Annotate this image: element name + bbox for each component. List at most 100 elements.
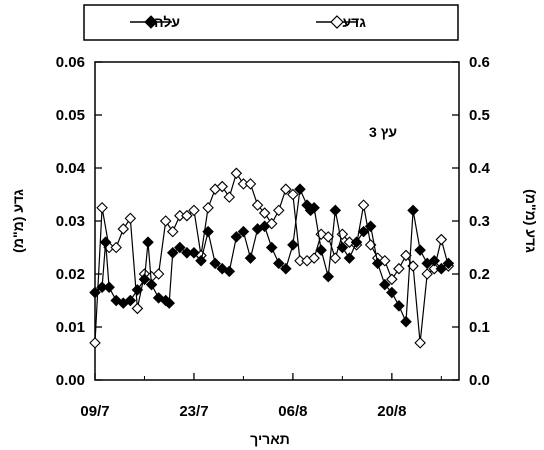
y-axis-right-title: גדע (מ"מ) — [523, 189, 539, 253]
series-1-point — [379, 278, 391, 291]
legend-entry-series-2: גדע — [316, 14, 366, 30]
series-1-point — [336, 241, 349, 254]
series-2-point — [244, 178, 257, 190]
x-tick-label: 06/8 — [278, 403, 307, 420]
series-2-point — [400, 249, 412, 262]
y-right-tick-label: 0.1 — [469, 319, 490, 336]
series-2-point — [96, 201, 108, 214]
y-left-tick-label: 0.06 — [56, 54, 85, 71]
series-1-point — [428, 254, 441, 267]
series-2-point — [421, 268, 433, 280]
x-tick-label: 20/8 — [377, 403, 406, 420]
series-1-point — [442, 257, 455, 270]
series-2-point — [166, 225, 179, 238]
series-1-point — [435, 262, 448, 275]
series-2-point — [117, 223, 130, 235]
series-1-point — [265, 241, 278, 254]
series-1-point — [287, 239, 299, 251]
legend-label-series-2: גדע — [342, 14, 366, 30]
series-1-point — [174, 241, 186, 254]
legend: עלה גדע — [83, 4, 459, 41]
series-1-point — [223, 265, 236, 278]
x-tick-label: 09/7 — [80, 403, 109, 420]
series-2-point — [124, 212, 137, 225]
y-axis-left: 0.00 0.01 0.02 0.03 0.04 0.05 0.06 — [56, 54, 102, 389]
y-left-tick-label: 0.04 — [56, 160, 86, 177]
series-2-point — [216, 180, 229, 193]
series-1-point — [237, 225, 250, 238]
series-2-point — [110, 241, 122, 254]
series-1-point — [329, 204, 342, 217]
series-2-point — [181, 209, 193, 222]
series-2-point — [89, 337, 101, 349]
series-1-point — [195, 254, 207, 267]
series-2-point — [393, 262, 405, 275]
y-left-tick-label: 0.01 — [56, 319, 85, 336]
series-2-point — [329, 252, 342, 264]
series-1-point — [138, 273, 151, 286]
y-left-tick-label: 0.05 — [56, 107, 85, 124]
series-1-point — [142, 236, 154, 248]
series-1 — [89, 183, 455, 328]
x-axis-title: תאריך — [250, 431, 290, 447]
y-left-tick-label: 0.02 — [56, 266, 85, 283]
y-axis-right: 0.0 0.1 0.2 0.3 0.4 0.5 0.6 — [452, 54, 491, 389]
legend-label-series-1: עלה — [154, 14, 180, 30]
series-1-point — [188, 247, 200, 259]
y-axis-left-title: גדע (מ"מ) — [10, 189, 26, 253]
series-1-point — [393, 300, 405, 312]
series-1-point — [322, 270, 335, 283]
series-1-point — [202, 225, 214, 238]
series-1-point — [343, 252, 356, 264]
series-1-point — [89, 286, 101, 299]
series-1-point — [124, 294, 137, 307]
series-2-point — [435, 233, 448, 246]
series-1-point — [163, 297, 175, 309]
series-2-point — [287, 188, 299, 201]
series-2-point — [131, 302, 144, 315]
y-right-tick-label: 0.2 — [469, 266, 490, 283]
series-1-point — [99, 236, 112, 248]
chart-annotation: עץ 3 — [369, 124, 397, 140]
series-2-point — [414, 337, 426, 349]
legend-marker-series-1 — [144, 15, 158, 29]
series-2-point — [258, 207, 271, 219]
series-2-point — [159, 215, 172, 227]
series-1-point — [166, 247, 179, 259]
series-2-point — [357, 199, 370, 211]
series-1-point — [103, 281, 115, 294]
series-1-point — [294, 183, 306, 195]
series-1-point — [350, 236, 363, 248]
x-tick-label: 23/7 — [179, 403, 208, 420]
x-axis: 09/7 23/7 06/8 20/8 — [80, 373, 442, 420]
series-1-point — [364, 220, 377, 233]
series-1-point — [414, 244, 426, 256]
legend-marker-series-2 — [330, 15, 344, 29]
series-1-point — [272, 257, 285, 270]
y-right-tick-label: 0.3 — [469, 213, 490, 230]
series-2-point — [188, 204, 200, 217]
series-1-point — [258, 220, 271, 233]
series-1-point — [371, 257, 384, 270]
series-2-point — [322, 231, 335, 243]
series-1-point — [315, 244, 327, 256]
y-right-tick-label: 0.4 — [469, 160, 491, 177]
series-1-point — [280, 262, 292, 275]
y-right-tick-label: 0.5 — [469, 107, 490, 124]
series-2-point — [308, 252, 320, 264]
series-1-point — [357, 225, 370, 238]
series-1-point — [145, 278, 158, 291]
series-1-point — [386, 286, 398, 299]
legend-entry-series-1: עלה — [130, 14, 180, 30]
series-2-point — [202, 201, 214, 214]
series-2-point — [251, 199, 264, 211]
series-1-point — [308, 201, 320, 214]
series-1-point — [230, 231, 243, 243]
series-1-point — [244, 252, 257, 264]
series-layer — [89, 167, 455, 349]
series-1-point — [209, 257, 221, 270]
y-right-tick-label: 0.0 — [469, 372, 490, 389]
plot-area — [94, 61, 460, 381]
series-1-point — [131, 284, 144, 296]
